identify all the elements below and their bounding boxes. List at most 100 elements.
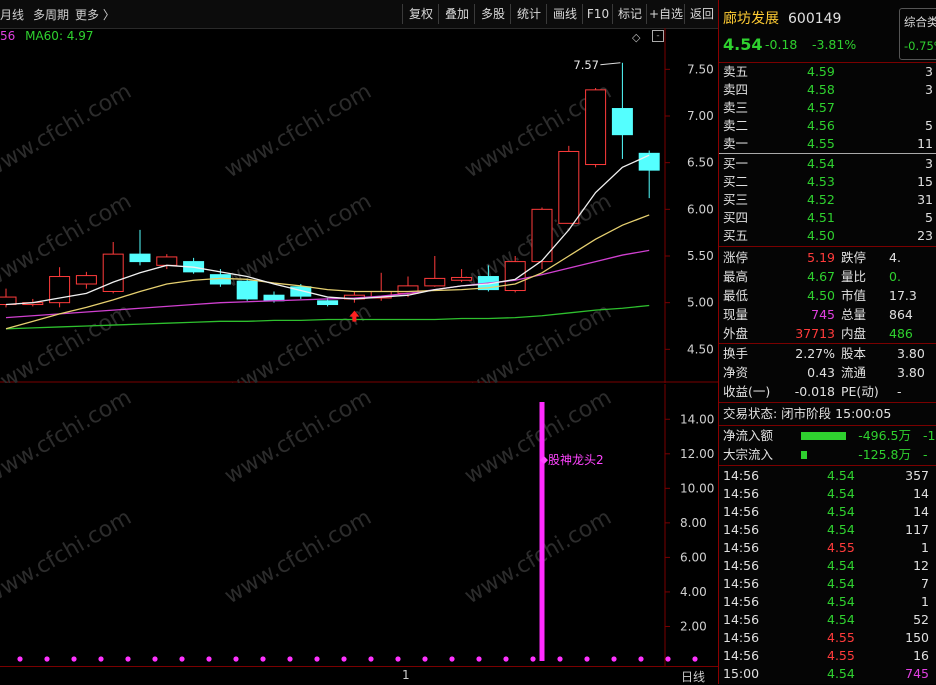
fundamental-value: 3.80 [897, 346, 925, 361]
ma60-legend: MA60: 4.97 [25, 29, 94, 43]
tick-row[interactable]: 14:56 4.54 12 [719, 557, 936, 575]
flow-bar [801, 432, 846, 440]
chart-zoom-icon[interactable]: - [652, 30, 664, 42]
candle-body[interactable] [585, 89, 607, 166]
kline-chart[interactable]: 7.50 7.00 6.50 6.00 5.50 5.00 4.50 www.cfchi.co… [0, 28, 718, 403]
fundamental-value: - [897, 384, 902, 399]
indicator-bar[interactable] [539, 402, 545, 661]
tick-volume: 150 [905, 630, 929, 645]
tick-volume: 1 [921, 540, 929, 555]
period-tab-monthly[interactable]: 月线 [0, 8, 25, 22]
price-row: 4.54 -0.18 -3.81% [719, 36, 936, 58]
trade-status-text: 交易状态: 闭市阶段 15:00:05 [723, 406, 892, 421]
candle-body[interactable] [49, 276, 71, 304]
quote-value: 5.19 [807, 250, 835, 265]
fundamental-label: 股本 [841, 346, 867, 361]
divider [719, 465, 936, 466]
order-level-label: 卖四 [723, 82, 749, 97]
tick-row[interactable]: 14:56 4.54 357 [719, 467, 936, 485]
ma60-line [5, 304, 650, 330]
candle-body[interactable] [156, 256, 178, 266]
ask-row[interactable]: 卖五 4.59 3 [719, 63, 936, 81]
multi-stock-button[interactable]: 多股 [474, 4, 511, 24]
divider [719, 62, 936, 63]
tick-row[interactable]: 14:56 4.54 7 [719, 575, 936, 593]
candle-body[interactable] [102, 253, 124, 292]
chart-options-icon[interactable]: ◇ [632, 31, 641, 44]
candle-body[interactable] [424, 277, 446, 287]
order-level-label: 买二 [723, 174, 749, 189]
adjust-rights-button[interactable]: 复权 [402, 4, 439, 24]
order-level-label: 卖二 [723, 118, 749, 133]
fundamental-row: 净资 0.43 流通 3.80 [719, 364, 936, 382]
candle-body[interactable] [504, 261, 526, 292]
tick-time: 14:56 [723, 522, 760, 537]
candle-body[interactable] [290, 286, 312, 297]
indicator-dot [692, 656, 698, 662]
tick-price: 4.54 [827, 504, 855, 519]
candle-body[interactable] [129, 253, 151, 263]
candle-body[interactable] [558, 150, 580, 224]
statistics-button[interactable]: 统计 [510, 4, 547, 24]
back-button[interactable]: 返回 [684, 4, 719, 24]
tick-row[interactable]: 14:56 4.54 1 [719, 593, 936, 611]
mark-button[interactable]: 标记 [612, 4, 647, 24]
f10-button[interactable]: F10 [582, 4, 613, 24]
tick-row[interactable]: 14:56 4.55 1 [719, 539, 936, 557]
fundamental-row: 换手 2.27% 股本 3.80 [719, 345, 936, 363]
indicator-dot [233, 656, 239, 662]
order-level-label: 买五 [723, 228, 749, 243]
kline-chart-canvas[interactable]: 7.50 7.00 6.50 6.00 5.50 5.00 4.50 www.cfchi.co… [0, 28, 718, 403]
candle-body[interactable] [531, 208, 553, 263]
tick-row[interactable]: 14:56 4.55 16 [719, 647, 936, 665]
quote-label: 量比 [841, 269, 867, 284]
draw-line-button[interactable]: 画线 [546, 4, 583, 24]
price-change-pct: -3.81% [812, 37, 857, 52]
tick-volume: 117 [905, 522, 929, 537]
more-menu-button[interactable]: 更多 〉 [75, 8, 115, 22]
quote-value: 864 [889, 307, 913, 322]
quote-row: 涨停 5.19 跌停 4. [719, 249, 936, 267]
watermark: www.cfchi.com [221, 299, 376, 383]
tick-row[interactable]: 14:56 4.54 117 [719, 521, 936, 539]
tick-row[interactable]: 14:56 4.55 150 [719, 629, 936, 647]
flow-extra: -1 [923, 428, 936, 443]
candle-body[interactable] [451, 276, 473, 281]
period-label[interactable]: 日线 [681, 670, 706, 684]
multi-period-button[interactable]: 多周期 [33, 8, 70, 22]
indicator-chart[interactable]: 14.00 12.00 10.00 8.00 6.00 4.00 2.00 www.cfchi… [0, 384, 725, 666]
ask-row[interactable]: 卖四 4.58 3 [719, 81, 936, 99]
combo-button[interactable] [899, 8, 936, 60]
quote-label: 现量 [723, 307, 749, 322]
bid-row[interactable]: 买一 4.54 3 [719, 155, 936, 173]
order-volume: 3 [925, 156, 933, 171]
tick-row[interactable]: 15:00 4.54 745 [719, 665, 936, 683]
order-price: 4.57 [807, 100, 835, 115]
bid-row[interactable]: 买三 4.52 31 [719, 191, 936, 209]
indicator-dot [179, 656, 185, 662]
candle-body[interactable] [0, 296, 17, 306]
overlay-button[interactable]: 叠加 [438, 4, 475, 24]
ask-row[interactable]: 卖一 4.55 11 [719, 135, 936, 153]
tick-price: 4.55 [827, 648, 855, 663]
tick-row[interactable]: 14:56 4.54 14 [719, 485, 936, 503]
tick-volume: 1 [921, 594, 929, 609]
ask-row[interactable]: 卖三 4.57 [719, 99, 936, 117]
fundamental-label: 收益(一) [723, 384, 771, 399]
bid-row[interactable]: 买五 4.50 23 [719, 227, 936, 245]
indicator-axis-tick: 14.00 [680, 412, 714, 426]
candle-body[interactable] [236, 280, 258, 300]
tick-row[interactable]: 14:56 4.54 52 [719, 611, 936, 629]
add-watchlist-button[interactable]: +自选 [646, 4, 685, 24]
candle-body[interactable] [317, 300, 339, 306]
candle-body[interactable] [611, 108, 633, 136]
tick-row[interactable]: 14:56 4.54 14 [719, 503, 936, 521]
candle-body[interactable] [75, 275, 97, 285]
indicator-dot [125, 656, 131, 662]
bid-row[interactable]: 买二 4.53 15 [719, 173, 936, 191]
quote-label: 总量 [841, 307, 867, 322]
ask-row[interactable]: 卖二 4.56 5 [719, 117, 936, 135]
indicator-chart-canvas[interactable]: 14.00 12.00 10.00 8.00 6.00 4.00 2.00 www.cfchi… [0, 384, 725, 666]
bid-row[interactable]: 买四 4.51 5 [719, 209, 936, 227]
flow-label: 净流入额 [723, 428, 774, 443]
